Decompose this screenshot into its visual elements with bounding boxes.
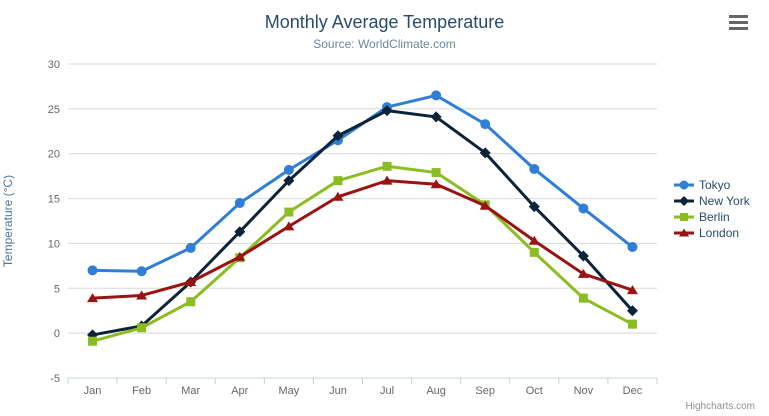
y-axis-label: 10 — [48, 238, 60, 250]
legend-marker-london[interactable] — [679, 228, 689, 237]
point-berlin-nov[interactable] — [578, 293, 588, 303]
x-axis-label: Aug — [426, 385, 446, 397]
y-axis-label: 20 — [48, 149, 60, 161]
x-axis-label: Nov — [574, 385, 594, 397]
point-london-apr[interactable] — [234, 251, 246, 261]
hamburger-icon — [729, 15, 748, 19]
point-new-york-may[interactable] — [283, 175, 295, 187]
point-new-york-dec[interactable] — [626, 305, 638, 317]
point-berlin-may[interactable] — [284, 207, 294, 217]
point-tokyo-nov[interactable] — [578, 203, 589, 214]
legend-item-label: Berlin — [699, 210, 730, 224]
point-berlin-aug[interactable] — [431, 168, 441, 178]
x-axis-label: Mar — [181, 385, 200, 397]
x-axis-label: Jun — [329, 385, 347, 397]
series-line-london — [91, 179, 634, 300]
hamburger-icon — [729, 26, 748, 30]
circle-icon — [674, 180, 694, 190]
point-london-aug[interactable] — [430, 179, 442, 189]
x-axis-label: Apr — [231, 385, 248, 397]
x-axis-label: Feb — [132, 385, 151, 397]
x-axis-label: Dec — [623, 385, 643, 397]
y-axis-label: 30 — [48, 59, 60, 71]
series-line-new-york — [91, 109, 634, 337]
legend-item-new-york[interactable]: New York — [674, 193, 750, 209]
point-new-york-nov[interactable] — [577, 250, 589, 262]
point-tokyo-aug[interactable] — [431, 90, 442, 101]
point-tokyo-may[interactable] — [283, 164, 294, 175]
point-tokyo-mar[interactable] — [185, 242, 196, 253]
y-axis-label: 15 — [48, 194, 60, 206]
point-london-mar[interactable] — [185, 277, 197, 287]
legend-marker-tokyo[interactable] — [679, 180, 689, 190]
triangle-icon — [674, 228, 694, 237]
y-axis-label: -5 — [50, 373, 60, 385]
point-berlin-mar[interactable] — [186, 297, 196, 307]
point-new-york-sep[interactable] — [479, 147, 491, 159]
point-london-jan[interactable] — [87, 293, 99, 303]
point-london-jul[interactable] — [381, 175, 393, 185]
legend-item-label: London — [699, 226, 740, 240]
chart-title: Monthly Average Temperature — [264, 12, 505, 32]
y-axis-label: 25 — [48, 104, 60, 116]
x-axis-label: Oct — [526, 385, 543, 397]
point-london-feb[interactable] — [136, 290, 148, 300]
point-london-dec[interactable] — [626, 285, 638, 295]
point-tokyo-jan[interactable] — [87, 265, 98, 276]
point-berlin-oct[interactable] — [529, 247, 539, 257]
point-london-may[interactable] — [283, 221, 295, 231]
x-axis-label: May — [278, 385, 299, 397]
diamond-icon — [674, 196, 694, 206]
point-tokyo-sep[interactable] — [480, 119, 491, 130]
point-berlin-jul[interactable] — [382, 161, 392, 171]
hamburger-icon — [729, 20, 748, 25]
point-london-jun[interactable] — [332, 191, 344, 201]
x-axis-label: Jul — [380, 385, 394, 397]
legend-item-label: Tokyo — [699, 178, 731, 192]
y-axis-label: 0 — [54, 328, 60, 340]
point-london-sep[interactable] — [479, 200, 491, 210]
point-new-york-jun[interactable] — [332, 130, 344, 142]
series-line-berlin — [91, 164, 634, 343]
point-london-oct[interactable] — [528, 235, 540, 245]
point-tokyo-feb[interactable] — [136, 266, 147, 277]
legend-item-berlin[interactable]: Berlin — [674, 209, 750, 225]
x-axis-label: Sep — [475, 385, 495, 397]
point-new-york-apr[interactable] — [234, 226, 246, 238]
point-london-nov[interactable] — [577, 268, 589, 278]
point-berlin-feb[interactable] — [137, 323, 147, 333]
point-new-york-jul[interactable] — [381, 105, 393, 117]
context-menu-button[interactable] — [729, 15, 748, 32]
point-tokyo-dec[interactable] — [627, 242, 638, 253]
y-axis-label: 5 — [54, 283, 60, 295]
legend-item-london[interactable]: London — [674, 225, 750, 241]
square-icon — [674, 213, 694, 221]
legend: Tokyo New York Berlin London — [674, 177, 750, 241]
point-new-york-oct[interactable] — [528, 201, 540, 213]
legend-marker-new-york[interactable] — [679, 196, 689, 206]
legend-marker-berlin[interactable] — [680, 213, 688, 221]
x-axis-label: Jan — [84, 385, 102, 397]
point-tokyo-oct[interactable] — [529, 163, 540, 174]
point-berlin-jan[interactable] — [88, 336, 98, 346]
legend-item-tokyo[interactable]: Tokyo — [674, 177, 750, 193]
point-berlin-jun[interactable] — [333, 176, 343, 186]
point-tokyo-apr[interactable] — [234, 198, 245, 209]
point-berlin-dec[interactable] — [627, 319, 637, 329]
point-new-york-aug[interactable] — [430, 111, 442, 123]
chart-subtitle: Source: WorldClimate.com — [313, 37, 456, 51]
credits-link[interactable]: Highcharts.com — [685, 401, 755, 412]
legend-item-label: New York — [699, 194, 750, 208]
